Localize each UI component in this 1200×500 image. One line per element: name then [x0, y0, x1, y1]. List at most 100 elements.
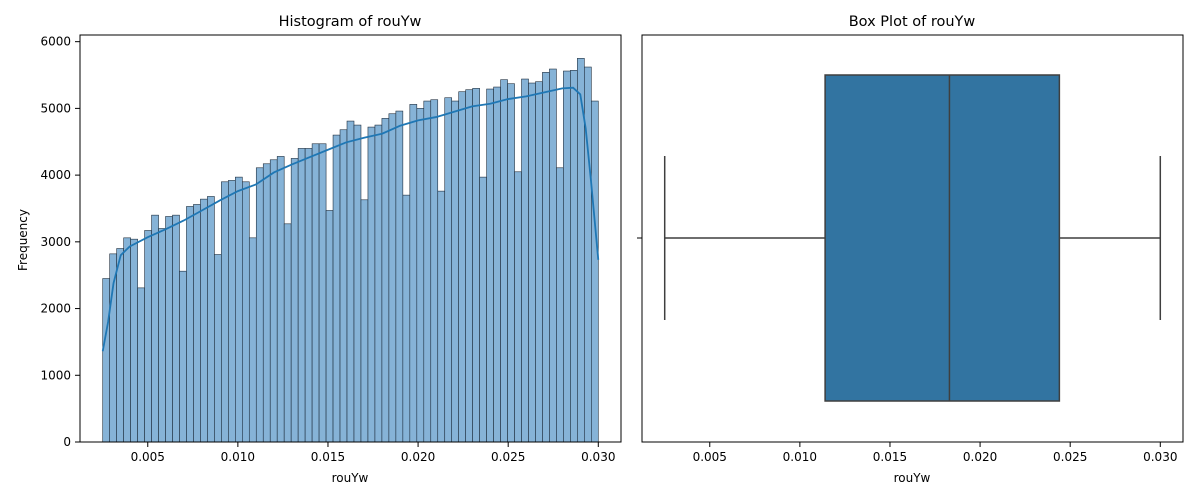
histogram-bar	[521, 78, 529, 443]
interquartile-box	[824, 74, 1061, 402]
x-tick-label: 0.005	[693, 450, 727, 464]
x-tick-label: 0.020	[963, 450, 997, 464]
histogram-bar	[367, 126, 376, 443]
histogram-bar	[200, 198, 208, 443]
histogram-bar	[416, 108, 425, 443]
histogram-y-ticks: 0 1000 2000 3000 4000 5000 6000	[40, 35, 80, 449]
histogram-bar	[535, 81, 543, 443]
x-tick-label: 0.015	[873, 450, 907, 464]
histogram-bar	[374, 124, 383, 443]
boxplot-x-ticks: 0.005 0.010 0.015 0.020 0.025 0.030	[693, 442, 1177, 464]
histogram-bar	[311, 143, 320, 443]
x-tick-label: 0.030	[1143, 450, 1177, 464]
histogram-bar	[479, 176, 487, 443]
histogram-bar	[123, 237, 131, 443]
histogram-bar	[451, 100, 459, 443]
histogram-bar	[116, 248, 124, 443]
y-tick-label: 4000	[40, 168, 71, 182]
histogram-bar	[262, 163, 271, 443]
histogram-bar	[437, 190, 446, 443]
histogram-y-axis-label: Frequency	[16, 209, 30, 271]
boxplot-x-axis-label: rouYw	[894, 471, 931, 485]
histogram-bar	[290, 158, 299, 443]
histogram-bar	[179, 270, 187, 443]
x-tick-label: 0.025	[491, 450, 525, 464]
histogram-bar	[165, 216, 173, 443]
histogram-bar	[102, 278, 110, 443]
x-tick-label: 0.005	[131, 450, 165, 464]
y-tick-label: 0	[63, 435, 71, 449]
histogram-bar	[458, 91, 466, 443]
histogram-bar	[325, 210, 334, 443]
histogram-bar	[493, 86, 501, 443]
histogram-bar	[430, 99, 439, 443]
histogram-bar	[346, 120, 355, 443]
histogram-axes-frame	[79, 34, 622, 443]
histogram-bar	[144, 230, 152, 443]
histogram-bar	[486, 88, 494, 443]
histogram-bar	[353, 124, 362, 443]
kde-curve	[101, 86, 600, 352]
histogram-x-axis-label: rouYw	[332, 471, 369, 485]
histogram-bar	[423, 100, 432, 443]
histogram-bar	[507, 83, 515, 443]
histogram-bar	[395, 110, 404, 443]
histogram-bar	[570, 70, 578, 443]
histogram-bar	[409, 104, 418, 443]
boxplot-panel: Box Plot of rouYw 0.005 0.010 0.015 0.020 0.…	[637, 14, 1184, 485]
histogram-bar	[297, 148, 306, 443]
x-tick-label: 0.020	[401, 450, 435, 464]
histogram-bar	[304, 148, 313, 443]
histogram-bar	[130, 238, 138, 443]
histogram-bar	[472, 88, 480, 443]
histogram-bar	[276, 156, 285, 443]
histogram-bar	[242, 181, 250, 443]
histogram-bar	[151, 214, 159, 443]
histogram-bar	[563, 70, 571, 443]
histogram-bar	[528, 82, 536, 443]
y-tick-label: 3000	[40, 235, 71, 249]
x-tick-label: 0.015	[311, 450, 345, 464]
histogram-bar	[381, 118, 390, 443]
x-tick-label: 0.010	[221, 450, 255, 464]
histogram-bar	[207, 196, 215, 443]
histogram-bar	[283, 223, 292, 443]
histogram-bar	[514, 171, 522, 443]
y-tick-label: 6000	[40, 35, 71, 49]
histogram-panel: Histogram of rouYw 0.005 0.010 0.015 0.020 0…	[16, 14, 622, 485]
histogram-bar	[255, 167, 264, 443]
histogram-bar	[269, 159, 278, 443]
histogram-bar	[549, 68, 557, 443]
y-tick-label: 2000	[40, 302, 71, 316]
histogram-bar	[186, 206, 194, 443]
histogram-bar	[556, 167, 564, 443]
histogram-bar	[235, 176, 243, 443]
y-tick-label: 1000	[40, 368, 71, 382]
histogram-bar	[172, 214, 180, 443]
histogram-bar	[339, 129, 348, 443]
histogram-bar	[214, 254, 222, 443]
histogram-bar	[221, 181, 229, 443]
histogram-bar	[465, 89, 473, 443]
histogram-bar	[542, 72, 550, 443]
histogram-x-ticks: 0.005 0.010 0.015 0.020 0.025 0.030	[131, 442, 615, 464]
boxplot-title: Box Plot of rouYw	[849, 14, 976, 30]
histogram-bar	[360, 199, 369, 443]
histogram-bar	[388, 113, 397, 443]
histogram-bar	[248, 237, 257, 443]
x-tick-label: 0.025	[1053, 450, 1087, 464]
histogram-bar	[444, 97, 453, 443]
histogram-bar	[332, 134, 341, 443]
y-tick-label: 5000	[40, 101, 71, 115]
histogram-bar	[591, 100, 599, 443]
histogram-bar	[137, 287, 145, 443]
histogram-bar	[500, 79, 508, 443]
histogram-bar	[318, 143, 327, 443]
boxplot-marks	[663, 74, 1162, 402]
histogram-bar	[193, 204, 201, 443]
histogram-bar	[158, 228, 166, 443]
x-tick-label: 0.030	[581, 450, 615, 464]
histogram-bar	[402, 194, 411, 443]
histogram-title: Histogram of rouYw	[279, 14, 422, 30]
